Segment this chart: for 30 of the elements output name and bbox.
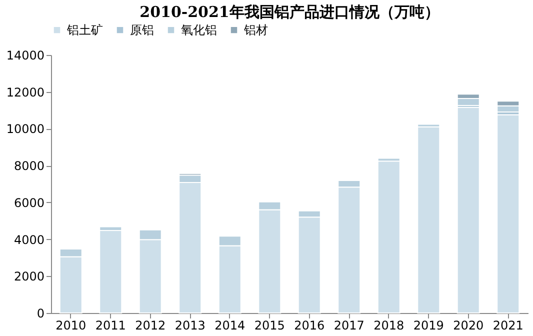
y-tick-label: 2000 [14, 270, 44, 284]
x-tick-label: 2015 [254, 318, 285, 332]
x-tick-label: 2016 [294, 318, 325, 332]
x-tick-label: 2017 [334, 318, 364, 332]
bar [377, 160, 400, 314]
y-tick-label: 6000 [14, 196, 44, 210]
y-tick-label: 4000 [14, 232, 44, 247]
x-tick-label: 2019 [413, 318, 444, 332]
bar [417, 126, 440, 314]
y-tick-label: 14000 [6, 48, 44, 62]
legend-label: 氧化铝 [181, 23, 217, 38]
x-tick-label: 2012 [135, 318, 166, 332]
x-tick-label: 2021 [492, 318, 524, 332]
x-tick-label: 2010 [56, 318, 86, 332]
y-tick-label: 8000 [14, 159, 44, 174]
bar [99, 230, 122, 314]
x-tick-label: 2020 [453, 318, 484, 332]
bar [496, 114, 520, 314]
legend-label: 铝土矿 [66, 23, 103, 38]
x-tick-label: 2014 [214, 318, 246, 332]
x-tick-label: 2011 [95, 318, 126, 332]
legend-label: 原铝 [130, 23, 154, 38]
x-tick-label: 2018 [374, 318, 404, 332]
legend-label: 铝材 [243, 23, 268, 38]
y-tick-label: 10000 [6, 122, 44, 136]
y-tick-label: 0 [36, 306, 44, 320]
chart-title: 2010-2021年我国铝产品进口情况（万吨） [140, 3, 440, 21]
y-tick-label: 12000 [6, 85, 44, 100]
x-tick-label: 2013 [174, 318, 206, 332]
bar [456, 106, 480, 314]
